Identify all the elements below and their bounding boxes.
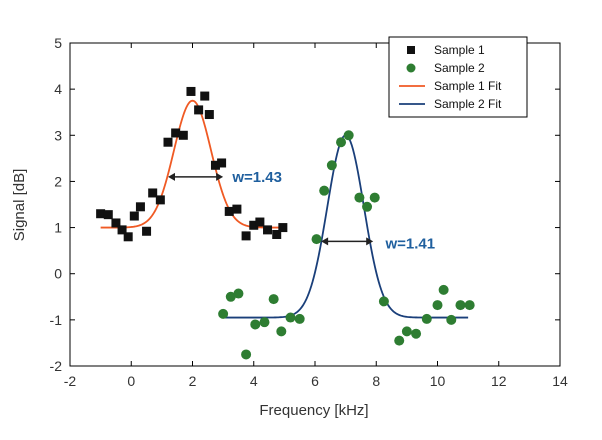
x-tick-label: 10	[430, 373, 446, 389]
data-point-sample-1	[163, 137, 173, 147]
data-point-sample-2	[218, 308, 229, 319]
width-annotation-label: w=1.43	[231, 169, 282, 186]
data-point-sample-2	[259, 317, 270, 328]
data-point-sample-1	[123, 232, 133, 242]
y-tick-label: -1	[50, 312, 63, 328]
data-point-sample-2	[432, 300, 443, 311]
legend-label-sample-2-fit: Sample 2 Fit	[434, 97, 502, 111]
data-point-sample-2	[401, 326, 412, 337]
fit-line-sample-1-fit	[100, 99, 285, 229]
y-tick-label: 4	[54, 81, 62, 97]
y-tick-label: 1	[54, 220, 62, 236]
data-point-sample-1	[111, 218, 121, 228]
x-tick-label: 2	[189, 373, 197, 389]
data-point-sample-1	[142, 226, 152, 236]
data-point-sample-2	[326, 160, 337, 171]
data-point-sample-1	[129, 211, 139, 221]
y-tick-label: 5	[54, 35, 62, 51]
data-point-sample-2	[336, 137, 347, 148]
data-point-sample-1	[194, 105, 204, 115]
legend-swatch-sample-1	[407, 46, 415, 54]
legend-label-sample-2: Sample 2	[434, 61, 485, 75]
data-point-sample-2	[394, 335, 405, 346]
data-point-sample-2	[241, 349, 252, 360]
data-point-sample-1	[96, 209, 106, 219]
width-arrow-head-left	[321, 237, 329, 246]
width-arrow-head-right	[366, 237, 374, 246]
data-point-sample-1	[224, 206, 234, 216]
data-point-sample-2	[319, 185, 330, 196]
data-point-sample-2	[225, 291, 236, 302]
data-point-sample-2	[446, 314, 457, 325]
data-point-sample-1	[232, 204, 242, 214]
y-tick-label: 0	[54, 266, 62, 282]
data-point-sample-1	[135, 202, 145, 212]
data-point-sample-1	[217, 158, 227, 168]
data-point-sample-2	[276, 326, 287, 337]
y-tick-label: 3	[54, 127, 62, 143]
data-point-sample-2	[250, 319, 261, 330]
x-tick-label: 14	[552, 373, 568, 389]
x-tick-label: 6	[311, 373, 319, 389]
data-point-sample-2	[438, 284, 449, 295]
data-point-sample-2	[294, 313, 305, 324]
x-tick-label: 8	[372, 373, 380, 389]
data-point-sample-2	[354, 192, 365, 203]
data-point-sample-1	[155, 195, 165, 205]
data-point-sample-2	[285, 312, 296, 323]
data-point-sample-1	[148, 188, 158, 198]
data-point-sample-1	[204, 110, 214, 120]
data-point-sample-1	[255, 217, 265, 227]
y-tick-label: 2	[54, 173, 62, 189]
x-tick-label: -2	[64, 373, 77, 389]
data-point-sample-1	[272, 229, 282, 239]
data-point-sample-1	[178, 130, 188, 140]
x-tick-label: 12	[491, 373, 507, 389]
x-tick-label: 0	[127, 373, 135, 389]
data-point-sample-2	[378, 296, 389, 307]
data-point-sample-2	[268, 294, 279, 305]
data-point-sample-1	[249, 220, 259, 230]
x-tick-label: 4	[250, 373, 258, 389]
data-point-sample-1	[200, 91, 210, 101]
legend-swatch-sample-2	[406, 63, 416, 73]
data-point-sample-2	[421, 313, 432, 324]
data-point-sample-2	[455, 300, 466, 311]
legend-label-sample-1-fit: Sample 1 Fit	[434, 79, 502, 93]
data-point-sample-2	[343, 130, 354, 141]
legend-label-sample-1: Sample 1	[434, 43, 485, 57]
data-point-sample-1	[103, 210, 113, 220]
data-point-sample-2	[233, 288, 244, 299]
data-point-sample-1	[117, 225, 127, 235]
width-arrow-head-right	[216, 172, 224, 181]
y-tick-label: -2	[50, 358, 63, 374]
data-point-sample-2	[464, 300, 475, 311]
data-point-sample-1	[278, 223, 288, 233]
data-point-sample-2	[311, 234, 322, 245]
data-point-sample-2	[362, 201, 373, 212]
width-arrow-head-left	[168, 172, 175, 181]
data-point-sample-1	[241, 231, 251, 241]
y-axis-label: Signal [dB]	[11, 169, 28, 242]
width-annotation-label: w=1.41	[384, 236, 435, 253]
data-point-sample-1	[263, 225, 273, 235]
data-point-sample-1	[210, 160, 220, 170]
data-point-sample-2	[411, 328, 422, 339]
data-point-sample-1	[171, 128, 181, 138]
x-axis-label: Frequency [kHz]	[259, 402, 368, 419]
data-point-sample-2	[369, 192, 380, 203]
data-point-sample-1	[186, 86, 196, 96]
